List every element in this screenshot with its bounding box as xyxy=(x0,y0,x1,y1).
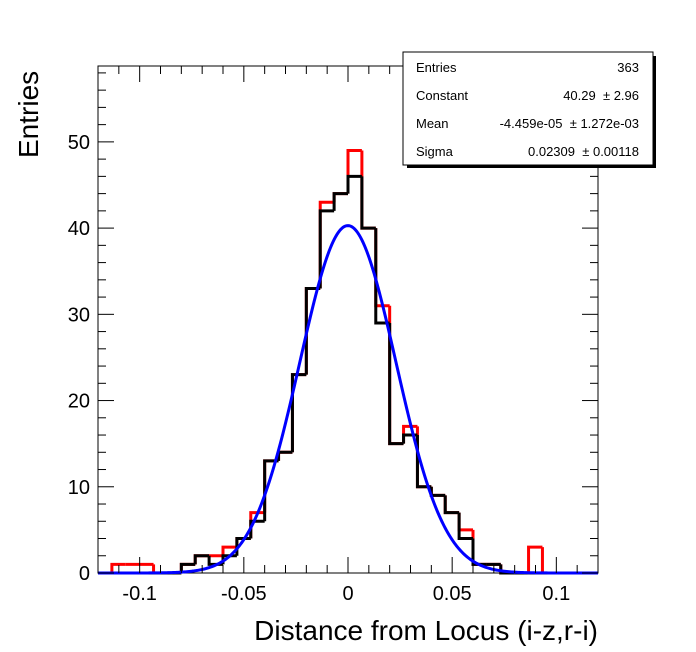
hist-bin xyxy=(346,174,362,194)
stats-value: 40.29 ± 2.96 xyxy=(563,88,639,103)
hist-bin xyxy=(374,228,390,325)
y-axis-title: Entries xyxy=(13,71,44,158)
stats-value: -4.459e-05 ± 1.272e-03 xyxy=(500,116,639,131)
stats-label: Entries xyxy=(416,60,457,75)
hist-bin xyxy=(110,562,126,573)
x-tick-label: 0.1 xyxy=(542,583,570,605)
hist-bin xyxy=(457,512,473,532)
hist-bin xyxy=(374,228,390,308)
hist-bin xyxy=(277,450,293,461)
hist-bin xyxy=(263,459,279,522)
hist-bin xyxy=(332,192,348,211)
stats-value: 0.02309 ± 0.00118 xyxy=(528,144,639,159)
stats-label: Constant xyxy=(416,88,468,103)
hist-bin xyxy=(221,545,237,556)
hist-bin xyxy=(304,286,321,375)
y-tick-label: 20 xyxy=(68,391,90,413)
hist-bin xyxy=(457,512,473,541)
hist-bin xyxy=(290,373,307,453)
y-tick-label: 10 xyxy=(68,477,90,499)
x-tick-label: 0 xyxy=(342,583,353,605)
hist-bin xyxy=(346,149,362,194)
gaussian-fit-curve xyxy=(98,224,598,575)
stats-label: Sigma xyxy=(416,144,454,159)
hist-bin xyxy=(471,529,487,566)
y-tick-label: 30 xyxy=(68,304,90,326)
histogram-black-series xyxy=(98,174,598,575)
y-tick-label: 40 xyxy=(68,218,90,240)
x-tick-label: -0.05 xyxy=(221,583,267,605)
hist-bin xyxy=(360,176,376,230)
y-tick-label: 0 xyxy=(79,563,90,585)
hist-bin xyxy=(443,495,460,515)
y-tick-labels: 0 10 20 30 40 50 xyxy=(68,132,90,585)
hist-bin xyxy=(540,547,557,575)
hist-bin xyxy=(249,519,265,539)
x-tick-label: 0.05 xyxy=(433,583,472,605)
hist-bin xyxy=(388,322,404,446)
x-tick-labels: -0.1 -0.05 0 0.05 0.1 xyxy=(122,583,570,605)
hist-bin xyxy=(471,538,487,566)
y-tick-label: 50 xyxy=(68,132,90,154)
hist-bin xyxy=(443,495,460,515)
stats-box: Entries 363 Constant 40.29 ± 2.96 Mean -4.459… xyxy=(402,51,656,168)
histogram-red-series xyxy=(98,149,598,575)
hist-bin xyxy=(388,305,404,446)
hist-bin xyxy=(193,554,210,565)
hist-bin xyxy=(318,209,335,289)
hist-bin xyxy=(527,545,543,573)
stats-value: 363 xyxy=(617,60,639,75)
hist-bin xyxy=(360,150,376,230)
x-tick-label: -0.1 xyxy=(122,583,156,605)
x-axis-title: Distance from Locus (i-z,r-i) xyxy=(254,615,598,646)
hist-bin xyxy=(429,486,446,497)
stats-label: Mean xyxy=(416,116,449,131)
